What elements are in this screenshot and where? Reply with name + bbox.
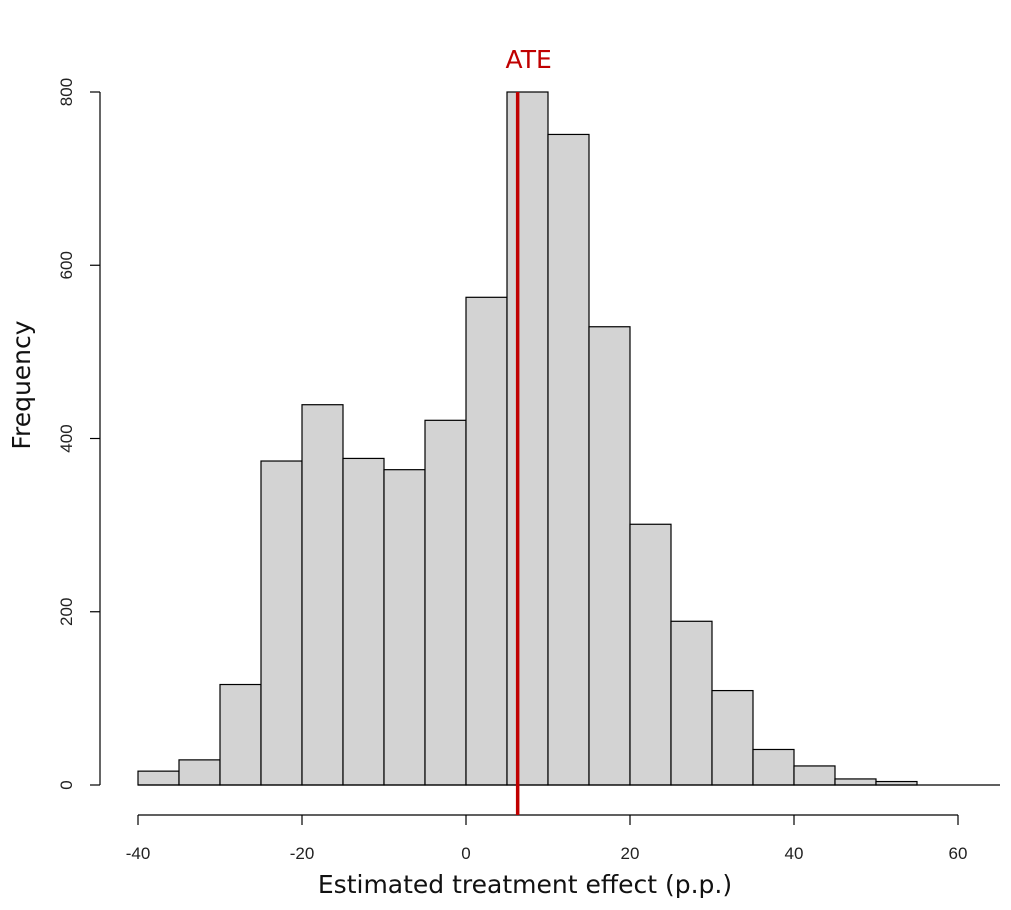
x-axis: -40 -20 0 20 40 60 xyxy=(126,814,968,863)
y-tick-label: 400 xyxy=(57,424,76,452)
y-tick-label: 600 xyxy=(57,251,76,279)
histogram-bar xyxy=(752,748,795,786)
y-axis-title: Frequency xyxy=(7,320,36,449)
y-tick-label: 0 xyxy=(57,780,76,789)
x-tick-label: 40 xyxy=(785,844,804,863)
histogram-bar xyxy=(793,765,836,786)
histogram-bar xyxy=(670,620,713,786)
histogram-bar xyxy=(178,759,221,786)
histogram-bar xyxy=(137,770,180,786)
x-tick-label: 60 xyxy=(949,844,968,863)
histogram-bar xyxy=(465,296,508,786)
histogram-bar xyxy=(301,404,344,786)
histogram-bar xyxy=(342,457,385,786)
y-tick-label: 800 xyxy=(57,78,76,106)
x-tick-label: -20 xyxy=(290,844,315,863)
histogram-bar xyxy=(506,91,549,786)
histogram-bars xyxy=(137,91,918,786)
x-tick-label: 20 xyxy=(621,844,640,863)
x-axis-title: Estimated treatment effect (p.p.) xyxy=(318,870,732,899)
histogram-bar xyxy=(547,133,590,786)
histogram-bar xyxy=(219,683,262,786)
y-axis: 0 200 400 600 800 xyxy=(57,78,101,790)
histogram-bar xyxy=(629,523,672,786)
histogram-bar xyxy=(424,419,467,786)
x-tick-label: -40 xyxy=(126,844,151,863)
ate-label: ATE xyxy=(506,45,552,74)
y-tick-label: 200 xyxy=(57,598,76,626)
histogram-bar xyxy=(383,469,426,786)
histogram-bar xyxy=(834,778,877,786)
histogram-bar xyxy=(711,689,754,786)
x-tick-label: 0 xyxy=(461,844,470,863)
histogram-bar xyxy=(260,460,303,786)
histogram-bar xyxy=(588,326,631,786)
